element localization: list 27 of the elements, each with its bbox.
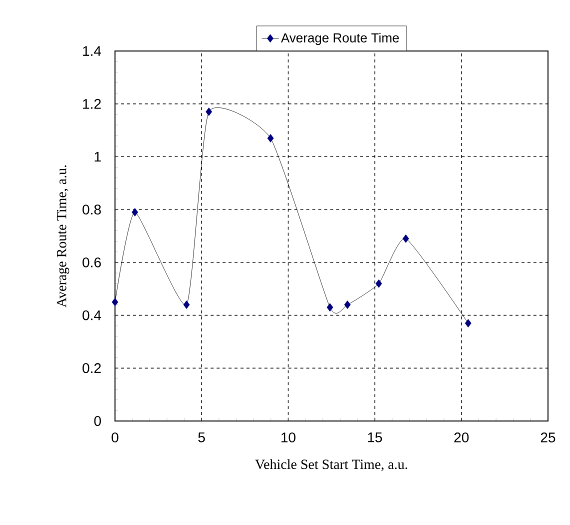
x-tick-label: 0 [112,432,118,442]
y-tick-label: 1.4 [83,46,102,56]
x-tick-label: 5 [198,432,205,442]
legend-label: Average Route Time [280,32,399,46]
x-tick-label: 20 [454,432,469,442]
y-tick-label: 1.2 [83,98,101,109]
x-tick-label: 25 [540,432,556,442]
point [267,134,274,142]
y-tick-label: 0.8 [82,204,101,215]
point [132,208,138,216]
y-tick-label: 0.2 [82,363,101,374]
point [402,234,410,243]
y-axis-title: Average Route Time, a.u. [56,165,70,308]
y-tick-label: 1 [94,152,101,162]
y-tick-label: 0.6 [82,257,101,268]
point [376,279,382,288]
point [464,319,472,328]
x-tick-label: 10 [281,432,296,442]
point [344,300,351,309]
point [112,298,118,306]
point [183,300,190,309]
y-tick-label: 0 [94,416,101,426]
point [206,108,212,116]
x-axis-title: Vehicle Set Start Time, a.u. [255,459,408,472]
point [326,303,334,312]
x-tick-label: 15 [368,432,382,442]
y-tick-label: 0.4 [82,310,102,320]
